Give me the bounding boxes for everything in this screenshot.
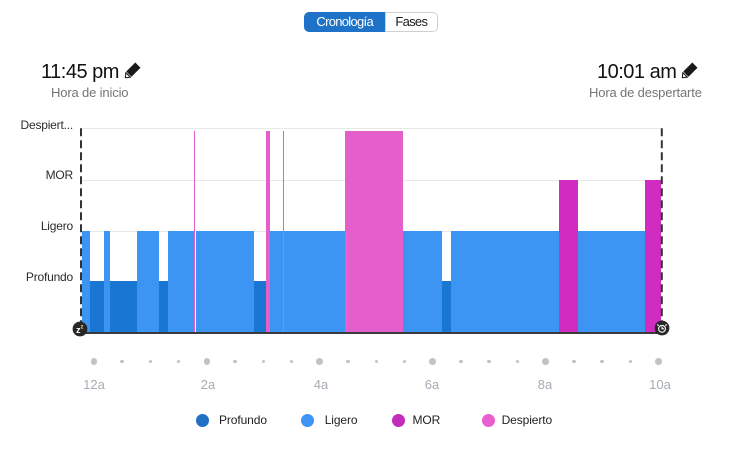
svg-text:z: z: [76, 325, 81, 335]
svg-text:z: z: [81, 325, 84, 331]
